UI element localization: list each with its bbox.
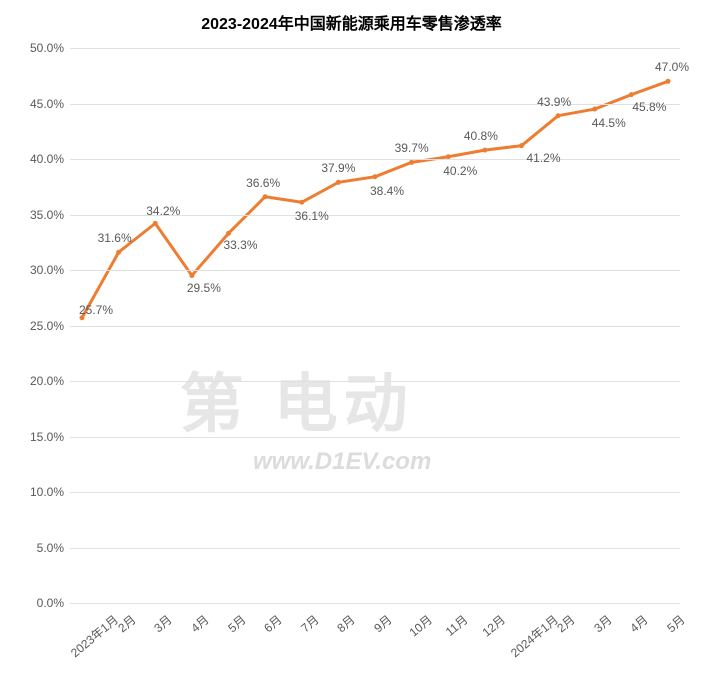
gridline xyxy=(70,437,680,438)
y-axis-label: 15.0% xyxy=(30,430,64,444)
y-axis-label: 20.0% xyxy=(30,374,64,388)
data-label: 41.2% xyxy=(526,151,560,165)
x-axis-label: 12月 xyxy=(478,611,508,640)
data-marker xyxy=(116,250,121,255)
x-axis-label: 2月 xyxy=(553,611,578,636)
gridline xyxy=(70,603,680,604)
data-label: 25.7% xyxy=(79,303,113,317)
x-axis-label: 11月 xyxy=(442,611,472,640)
data-marker xyxy=(409,160,414,165)
x-axis-label: 4月 xyxy=(626,611,651,636)
y-axis-label: 10.0% xyxy=(30,485,64,499)
gridline xyxy=(70,270,680,271)
gridline xyxy=(70,548,680,549)
x-axis-label: 4月 xyxy=(187,611,212,636)
data-label: 31.6% xyxy=(98,231,132,245)
chart-title: 2023-2024年中国新能源乘用车零售渗透率 xyxy=(0,10,703,34)
data-marker xyxy=(482,148,487,153)
x-axis-label: 7月 xyxy=(297,611,322,636)
x-axis-label: 2月 xyxy=(114,611,139,636)
data-label: 29.5% xyxy=(187,281,221,295)
data-label: 40.8% xyxy=(464,129,498,143)
gridline xyxy=(70,326,680,327)
data-marker xyxy=(226,231,231,236)
y-axis-label: 35.0% xyxy=(30,208,64,222)
gridline xyxy=(70,492,680,493)
data-label: 38.4% xyxy=(370,184,404,198)
x-axis-label: 3月 xyxy=(590,611,615,636)
data-label: 45.8% xyxy=(632,100,666,114)
gridline xyxy=(70,104,680,105)
x-axis-label: 2023年1月 xyxy=(67,611,122,661)
data-marker xyxy=(592,107,597,112)
x-axis-label: 2024年1月 xyxy=(506,611,561,661)
data-marker xyxy=(519,143,524,148)
y-axis-label: 0.0% xyxy=(37,596,64,610)
data-marker xyxy=(189,273,194,278)
data-label: 47.0% xyxy=(655,60,689,74)
y-axis-label: 40.0% xyxy=(30,152,64,166)
chart-container: 2023-2024年中国新能源乘用车零售渗透率 第 电动 www.D1EV.co… xyxy=(0,0,703,687)
y-axis-label: 25.0% xyxy=(30,319,64,333)
data-line xyxy=(82,81,668,317)
data-label: 40.2% xyxy=(443,164,477,178)
gridline xyxy=(70,159,680,160)
data-label: 44.5% xyxy=(592,116,626,130)
data-label: 39.7% xyxy=(395,141,429,155)
y-axis-label: 45.0% xyxy=(30,97,64,111)
gridline xyxy=(70,381,680,382)
data-label: 36.6% xyxy=(246,176,280,190)
data-marker xyxy=(373,174,378,179)
x-axis-label: 3月 xyxy=(150,611,175,636)
data-marker xyxy=(299,200,304,205)
data-marker xyxy=(666,79,671,84)
data-marker xyxy=(629,92,634,97)
data-label: 34.2% xyxy=(146,204,180,218)
y-axis-label: 30.0% xyxy=(30,263,64,277)
x-axis-label: 6月 xyxy=(260,611,285,636)
plot-area: 第 电动 www.D1EV.com 0.0%5.0%10.0%15.0%20.0… xyxy=(70,48,680,603)
x-axis-label: 5月 xyxy=(663,611,688,636)
data-label: 37.9% xyxy=(321,161,355,175)
gridline xyxy=(70,48,680,49)
x-axis-label: 8月 xyxy=(333,611,358,636)
x-axis-label: 10月 xyxy=(405,611,435,640)
y-axis-label: 5.0% xyxy=(37,541,64,555)
data-label: 33.3% xyxy=(223,238,257,252)
data-marker xyxy=(336,180,341,185)
data-marker xyxy=(153,221,158,226)
x-axis-label: 9月 xyxy=(370,611,395,636)
data-marker xyxy=(556,113,561,118)
data-marker xyxy=(263,194,268,199)
y-axis-label: 50.0% xyxy=(30,41,64,55)
data-label: 36.1% xyxy=(295,209,329,223)
data-label: 43.9% xyxy=(537,95,571,109)
x-axis-label: 5月 xyxy=(224,611,249,636)
